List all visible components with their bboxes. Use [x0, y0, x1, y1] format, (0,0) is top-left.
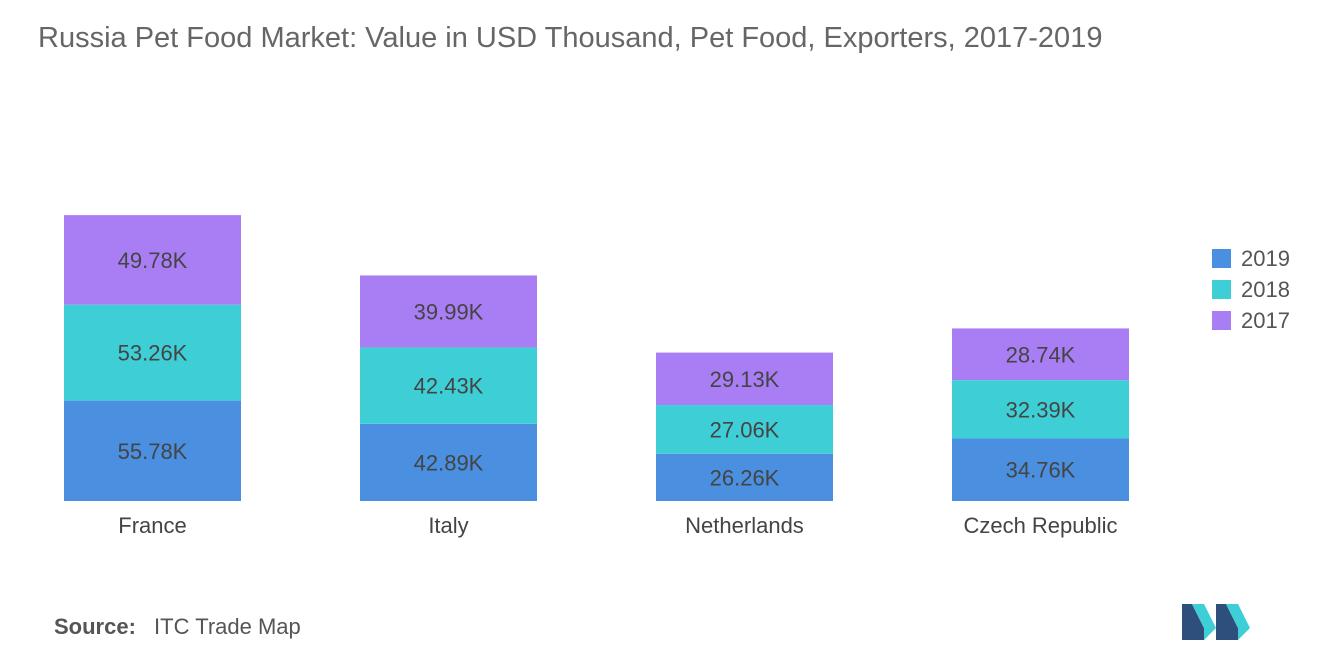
bar-2018-france — [64, 304, 241, 401]
bar-2019-italy — [360, 423, 537, 501]
legend-label-2018: 2018 — [1241, 276, 1290, 302]
bar-2017-italy — [360, 275, 537, 348]
legend-label-2017: 2017 — [1241, 307, 1290, 333]
bar-2019-france — [64, 400, 241, 501]
data-label-2017-netherlands: 29.13K — [710, 367, 780, 392]
bar-2018-netherlands — [656, 405, 833, 454]
legend-swatch-2018 — [1212, 280, 1231, 299]
data-label-2018-italy: 42.43K — [414, 374, 484, 399]
data-label-2019-czech-republic: 34.76K — [1006, 458, 1076, 483]
x-tick-label-italy: Italy — [428, 513, 468, 538]
legend-swatch-2019 — [1212, 249, 1231, 268]
source-note: Source: ITC Trade Map — [54, 614, 301, 640]
data-label-2017-france: 49.78K — [118, 248, 188, 273]
data-label-2018-netherlands: 27.06K — [710, 417, 780, 442]
bar-2017-czech-republic — [952, 328, 1129, 381]
company-logo-icon — [1182, 604, 1250, 640]
chart-title: Russia Pet Food Market: Value in USD Tho… — [38, 22, 1103, 54]
bar-2019-czech-republic — [952, 438, 1129, 501]
legend-item-2019: 2019 — [1212, 243, 1290, 274]
bar-2017-france — [64, 215, 241, 305]
chart-plot: 55.78K 53.26K 49.78K France 42.89K 42.43K 39.9… — [64, 215, 1129, 538]
source-text: ITC Trade Map — [154, 614, 301, 639]
data-label-2017-czech-republic: 28.74K — [1006, 342, 1076, 367]
bar-2017-netherlands — [656, 352, 833, 406]
data-label-2017-italy: 39.99K — [414, 299, 484, 324]
data-label-2019-france: 55.78K — [118, 439, 188, 464]
x-tick-label-netherlands: Netherlands — [685, 513, 804, 538]
bar-2018-italy — [360, 347, 537, 424]
data-label-2019-italy: 42.89K — [414, 450, 484, 475]
source-label: Source: — [54, 614, 136, 639]
legend-label-2019: 2019 — [1241, 245, 1290, 271]
bar-2019-netherlands — [656, 453, 833, 501]
data-label-2019-netherlands: 26.26K — [710, 465, 780, 490]
legend-swatch-2017 — [1212, 311, 1231, 330]
x-tick-label-czech-republic: Czech Republic — [963, 513, 1117, 538]
data-label-2018-czech-republic: 32.39K — [1006, 397, 1076, 422]
x-tick-label-france: France — [118, 513, 186, 538]
data-label-2018-france: 53.26K — [118, 341, 188, 366]
chart-legend: 2019 2018 2017 — [1212, 243, 1290, 336]
legend-item-2017: 2017 — [1212, 305, 1290, 336]
legend-item-2018: 2018 — [1212, 274, 1290, 305]
bar-2018-czech-republic — [952, 380, 1129, 439]
